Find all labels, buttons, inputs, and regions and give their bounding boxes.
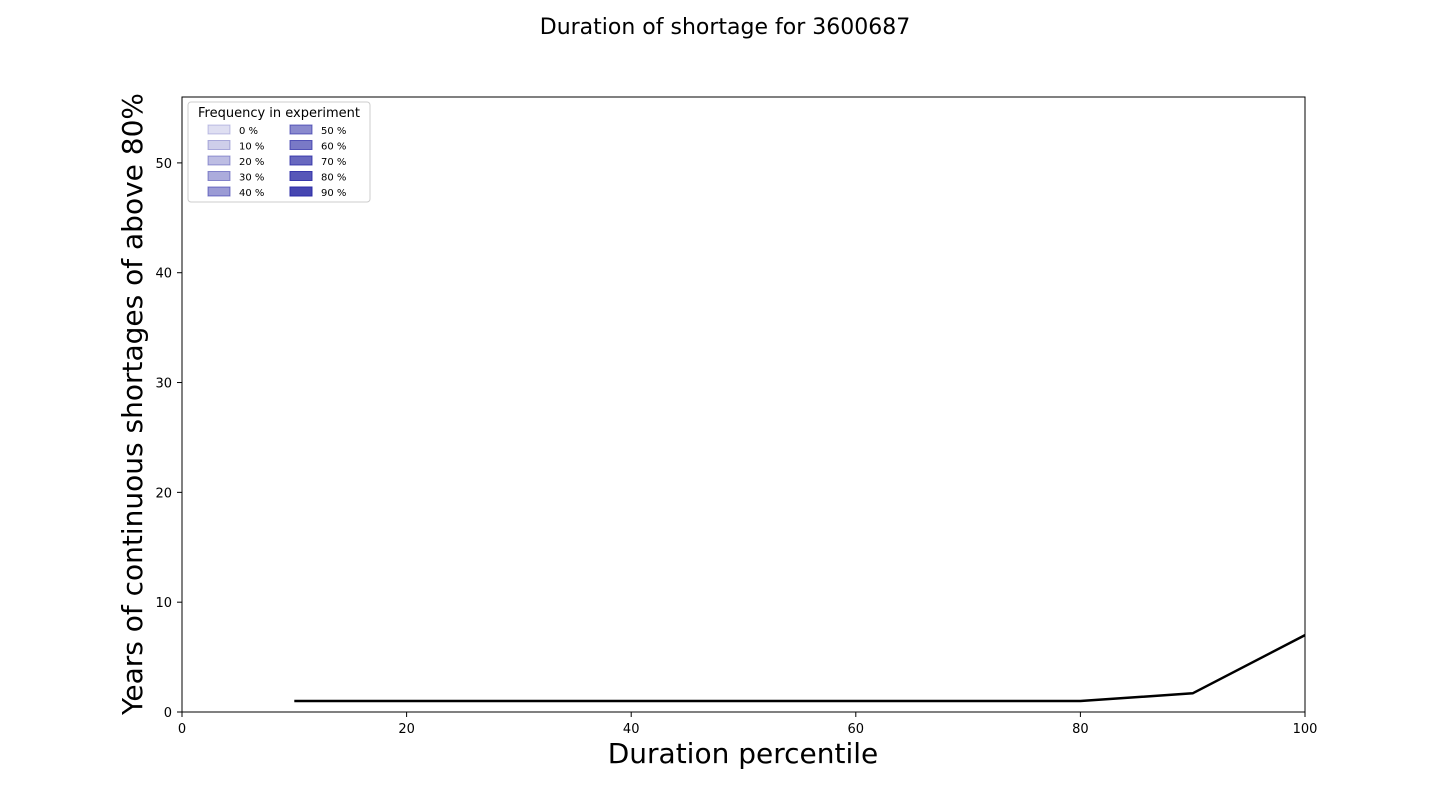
legend-label: 30 % <box>239 173 264 184</box>
y-tick-label: 40 <box>155 267 172 282</box>
x-tick-label: 100 <box>1293 722 1318 737</box>
legend-swatch <box>207 171 231 181</box>
legend-title: Frequency in experiment <box>198 106 360 121</box>
x-tick-label: 0 <box>178 722 186 737</box>
legend-label: 80 % <box>321 173 346 184</box>
legend-swatch <box>289 186 313 197</box>
legend-swatch <box>207 155 231 166</box>
y-axis: 0 10 20 30 40 50 <box>155 157 182 721</box>
legend-swatch <box>207 140 231 150</box>
legend-swatch <box>289 140 313 150</box>
legend-swatch <box>207 124 231 135</box>
chart-title: Duration of shortage for 3600687 <box>540 15 910 40</box>
legend-entries: 0 % 10 % 20 % 30 % 40 % 50 % 60 % 70 % 80 % 90 % <box>207 124 346 199</box>
x-tick-label: 60 <box>848 722 865 737</box>
legend-label: 50 % <box>321 126 346 137</box>
x-axis-label: Duration percentile <box>608 737 879 770</box>
x-tick-label: 20 <box>398 722 415 737</box>
legend-label: 60 % <box>321 142 346 153</box>
series-layer <box>294 633 1306 703</box>
legend: Frequency in experiment 0 % 10 % 20 % 30 % 4… <box>187 101 371 203</box>
legend-label: 70 % <box>321 157 346 168</box>
legend-label: 20 % <box>239 157 264 168</box>
legend-swatch <box>289 155 313 166</box>
y-tick-label: 30 <box>155 377 172 392</box>
legend-box <box>187 101 371 203</box>
x-tick-label: 40 <box>623 722 640 737</box>
y-tick-label: 20 <box>155 486 172 501</box>
plot-frame <box>181 96 1306 713</box>
y-tick-label: 50 <box>155 157 172 172</box>
x-axis: 0 20 40 60 80 100 <box>178 712 1318 737</box>
y-tick-label: 0 <box>164 706 172 721</box>
y-tick-label: 10 <box>155 596 172 611</box>
legend-label: 40 % <box>239 188 264 199</box>
series-line <box>294 633 1306 703</box>
legend-label: 0 % <box>239 126 258 137</box>
y-axis-label: Years of continuous shortages of above 8… <box>116 93 149 716</box>
legend-swatch <box>207 186 231 197</box>
legend-swatch <box>289 171 313 181</box>
x-tick-label: 80 <box>1072 722 1089 737</box>
legend-swatch <box>289 124 313 135</box>
legend-label: 10 % <box>239 142 264 153</box>
legend-label: 90 % <box>321 188 346 199</box>
